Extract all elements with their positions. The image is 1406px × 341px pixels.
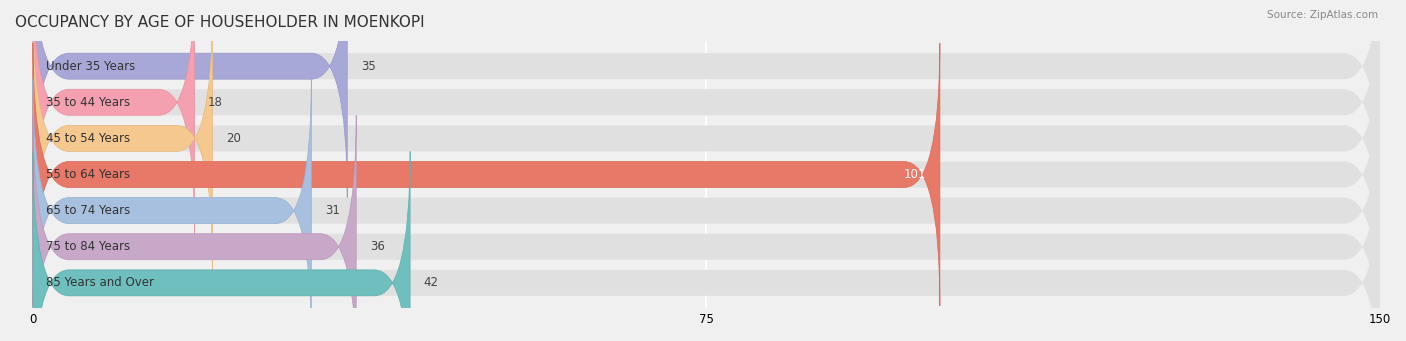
- FancyBboxPatch shape: [32, 7, 212, 270]
- FancyBboxPatch shape: [32, 79, 311, 341]
- Text: 42: 42: [423, 276, 439, 290]
- Text: 85 Years and Over: 85 Years and Over: [46, 276, 155, 290]
- Text: 75 to 84 Years: 75 to 84 Years: [46, 240, 131, 253]
- Text: 31: 31: [325, 204, 340, 217]
- Text: 36: 36: [370, 240, 385, 253]
- FancyBboxPatch shape: [32, 0, 347, 198]
- FancyBboxPatch shape: [32, 79, 1379, 341]
- Text: 45 to 54 Years: 45 to 54 Years: [46, 132, 131, 145]
- FancyBboxPatch shape: [32, 0, 1379, 234]
- FancyBboxPatch shape: [32, 7, 1379, 270]
- Text: 35: 35: [361, 60, 375, 73]
- FancyBboxPatch shape: [32, 0, 194, 234]
- FancyBboxPatch shape: [32, 43, 1379, 306]
- FancyBboxPatch shape: [32, 151, 1379, 341]
- FancyBboxPatch shape: [32, 0, 1379, 198]
- Text: 101: 101: [904, 168, 927, 181]
- Text: 35 to 44 Years: 35 to 44 Years: [46, 96, 131, 109]
- FancyBboxPatch shape: [32, 115, 356, 341]
- FancyBboxPatch shape: [32, 115, 1379, 341]
- Text: OCCUPANCY BY AGE OF HOUSEHOLDER IN MOENKOPI: OCCUPANCY BY AGE OF HOUSEHOLDER IN MOENK…: [15, 15, 425, 30]
- Text: 20: 20: [226, 132, 240, 145]
- Text: 65 to 74 Years: 65 to 74 Years: [46, 204, 131, 217]
- Text: Source: ZipAtlas.com: Source: ZipAtlas.com: [1267, 10, 1378, 20]
- Text: Under 35 Years: Under 35 Years: [46, 60, 135, 73]
- FancyBboxPatch shape: [32, 151, 411, 341]
- FancyBboxPatch shape: [32, 43, 939, 306]
- Text: 18: 18: [208, 96, 224, 109]
- Text: 55 to 64 Years: 55 to 64 Years: [46, 168, 131, 181]
